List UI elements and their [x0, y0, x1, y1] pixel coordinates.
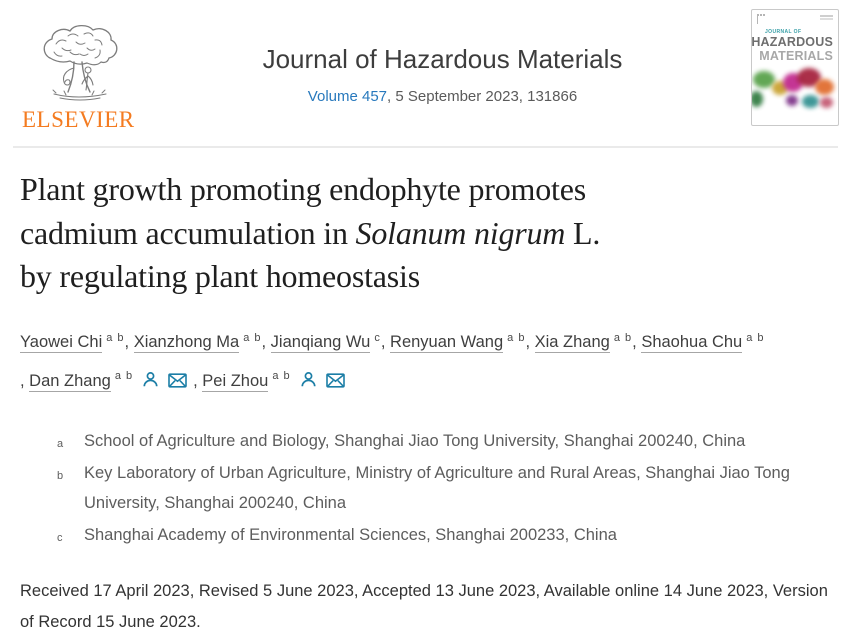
elsevier-wordmark: ELSEVIER — [22, 107, 135, 132]
article-header: Plant growth promoting endophyte promote… — [0, 168, 851, 638]
issue-info: , 5 September 2023, 131866 — [387, 88, 578, 105]
volume-link[interactable]: Volume 457 — [307, 88, 388, 105]
author-link[interactable]: Xia Zhang — [534, 333, 610, 354]
envelope-icon[interactable] — [325, 372, 345, 388]
author-link[interactable]: Pei Zhou — [202, 371, 269, 392]
cover-world-map — [752, 65, 838, 125]
author-entry: , Dan Zhang a b — [20, 370, 134, 392]
elsevier-logo[interactable]: ELSEVIER — [22, 24, 134, 146]
affiliation-list: a School of Agriculture and Biology, Shan… — [20, 426, 831, 550]
journal-banner: ELSEVIER Journal of Hazardous Materials … — [0, 0, 851, 146]
author-link[interactable]: Dan Zhang — [29, 371, 111, 392]
article-title: Plant growth promoting endophyte promote… — [20, 171, 601, 295]
person-icon[interactable] — [142, 371, 159, 388]
author-entry: , Xianzhong Ma a b — [124, 331, 262, 354]
affiliation-b: b Key Laboratory of Urban Agriculture, Mi… — [57, 463, 790, 512]
species-name-italic: Solanum nigrum — [355, 214, 566, 251]
journal-title-link[interactable]: Journal of Hazardous Materials — [262, 44, 623, 74]
issue-line: Volume 457, 5 September 2023, 131866 — [134, 88, 751, 105]
author-entry: , Xia Zhang a b — [525, 331, 633, 354]
elsevier-tree-icon — [22, 24, 134, 106]
affiliation-c: c Shanghai Academy of Environmental Scien… — [57, 525, 617, 544]
affiliation-a: a School of Agriculture and Biology, Shan… — [57, 431, 746, 450]
author-entry: , Renyuan Wang a b — [380, 331, 526, 354]
cover-title-line2: MATERIALS — [759, 49, 833, 63]
header-divider — [13, 146, 838, 148]
author-list: Yaowei Chi a b, Xianzhong Ma a b, Jianqian… — [20, 321, 831, 398]
cover-title-line1: HAZARDOUS — [751, 35, 833, 49]
cover-kicker: JOURNAL OF — [765, 29, 802, 35]
envelope-icon[interactable] — [168, 372, 187, 388]
cover-mini-text — [820, 15, 833, 17]
person-icon[interactable] — [300, 371, 317, 388]
author-line-1: Yaowei Chi a b, Xianzhong Ma a b, Jianqian… — [20, 321, 831, 360]
author-entry: , Jianqiang Wu c — [261, 331, 381, 354]
author-link[interactable]: Xianzhong Ma — [133, 333, 240, 354]
cover-mini-logo — [757, 14, 765, 24]
article-dates: Received 17 April 2023, Revised 5 June 2… — [20, 581, 828, 631]
author-entry: , Shaohua Chu a b — [632, 331, 765, 354]
author-line-2: , Dan Zhang a b , Pei Zhou a b — [20, 359, 831, 398]
journal-header-center: Journal of Hazardous Materials Volume 45… — [134, 8, 751, 146]
author-entry: Yaowei Chi a b — [20, 331, 125, 354]
author-entry: , Pei Zhou a b — [193, 370, 291, 392]
author-link[interactable]: Shaohua Chu — [641, 333, 743, 354]
journal-cover-thumbnail[interactable]: JOURNAL OF HAZARDOUS MATERIALS — [751, 9, 839, 126]
author-link[interactable]: Renyuan Wang — [390, 333, 504, 354]
author-link[interactable]: Jianqiang Wu — [270, 333, 371, 354]
author-link[interactable]: Yaowei Chi — [20, 333, 103, 354]
